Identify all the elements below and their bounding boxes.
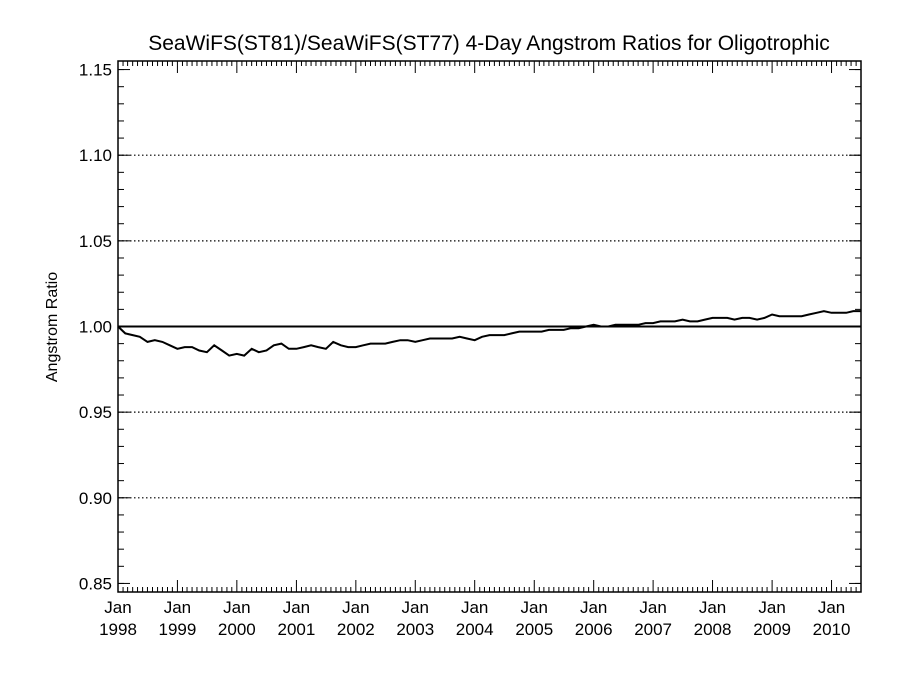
x-tick-label: Jan <box>521 598 548 617</box>
y-tick-label: 0.90 <box>79 489 112 508</box>
plot-frame <box>117 60 862 593</box>
y-tick-label: 1.00 <box>79 318 112 337</box>
x-tick-label: 1998 <box>99 620 137 639</box>
x-tick-label: Jan <box>402 598 429 617</box>
y-tick-label: 0.85 <box>79 574 112 593</box>
series-line <box>117 310 861 357</box>
x-tick-label: 2002 <box>337 620 375 639</box>
x-tick-label: 2009 <box>753 620 791 639</box>
x-tick-label: 2003 <box>396 620 434 639</box>
x-tick-label: 2000 <box>218 620 256 639</box>
y-axis-label: Angstrom Ratio <box>44 272 61 382</box>
x-tick-label: Jan <box>699 598 726 617</box>
x-tick-label: Jan <box>639 598 666 617</box>
x-tick-label: Jan <box>818 598 845 617</box>
x-tick-label: 2001 <box>278 620 316 639</box>
x-tick-label: Jan <box>104 598 131 617</box>
x-tick-label: Jan <box>283 598 310 617</box>
y-tick-label: 1.05 <box>79 232 112 251</box>
y-tick-label: 0.95 <box>79 403 112 422</box>
x-tick-label: Jan <box>223 598 250 617</box>
x-tick-label: 2006 <box>575 620 613 639</box>
x-tick-label: 1999 <box>159 620 197 639</box>
x-tick-label: Jan <box>461 598 488 617</box>
chart-title: SeaWiFS(ST81)/SeaWiFS(ST77) 4-Day Angstr… <box>148 32 830 55</box>
x-tick-label: 2004 <box>456 620 494 639</box>
x-tick-labels: Jan 1998 Jan 1999 Jan 2000 Jan 2001 Jan 2002 Jan 20… <box>99 598 850 639</box>
x-tick-label: 2008 <box>694 620 732 639</box>
x-tick-label: Jan <box>758 598 785 617</box>
x-tick-label: 2005 <box>515 620 553 639</box>
x-tick-label: Jan <box>342 598 369 617</box>
x-tick-label: 2007 <box>634 620 672 639</box>
axis-ticks <box>117 61 861 592</box>
y-tick-label: 1.15 <box>79 61 112 80</box>
x-tick-label: Jan <box>580 598 607 617</box>
y-tick-label: 1.10 <box>79 146 112 165</box>
y-tick-labels: 0.85 0.90 0.95 1.00 1.05 1.10 1.15 <box>79 61 112 594</box>
x-tick-label: Jan <box>164 598 191 617</box>
x-tick-label: 2010 <box>813 620 851 639</box>
